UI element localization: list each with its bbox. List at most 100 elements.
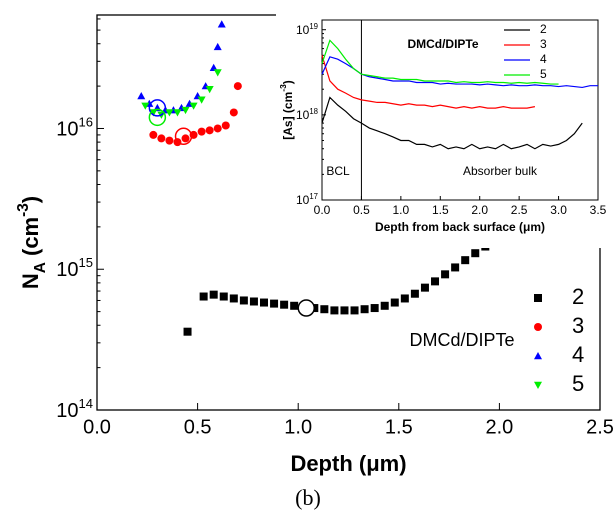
- annotation: DMCd/DIPTe: [407, 37, 478, 51]
- marker: [149, 130, 158, 139]
- y-tick-base: 10: [56, 260, 78, 282]
- marker: [137, 92, 146, 100]
- y-tick-exponent: 15: [79, 255, 93, 270]
- legend-label: 3: [540, 37, 547, 51]
- marker: [451, 263, 460, 272]
- marker: [157, 134, 166, 143]
- plot-frame: [321, 19, 599, 201]
- marker: [239, 296, 248, 305]
- marker: [173, 109, 182, 117]
- marker: [197, 96, 206, 104]
- x-tick-label: 1.5: [385, 416, 413, 438]
- marker: [420, 283, 429, 292]
- y-tick-base: 10: [56, 400, 78, 422]
- x-axis-label: Depth (μm): [290, 451, 406, 476]
- marker: [360, 305, 369, 314]
- marker: [350, 306, 359, 315]
- x-tick-label: 0.5: [353, 203, 370, 217]
- marker: [229, 294, 238, 303]
- marker: [233, 82, 242, 91]
- marker: [280, 300, 289, 309]
- y-tick-exponent: 19: [309, 21, 318, 30]
- legend-label: 4: [572, 342, 584, 367]
- marker: [390, 298, 399, 307]
- x-tick-label: 1.5: [432, 203, 449, 217]
- marker: [213, 69, 222, 77]
- y-axis-label-part: ): [281, 80, 295, 84]
- marker: [217, 20, 226, 28]
- marker: [199, 292, 208, 301]
- marker: [249, 297, 258, 306]
- marker: [213, 124, 222, 133]
- y-axis-label-part: ): [18, 196, 43, 203]
- marker: [410, 289, 419, 298]
- marker: [534, 294, 542, 302]
- marker: [181, 106, 190, 115]
- marker: [219, 292, 228, 301]
- legend-label: 5: [540, 67, 547, 81]
- y-tick-base: 10: [296, 193, 310, 207]
- y-axis-label: [As] (cm-3): [278, 80, 295, 139]
- y-tick-label: 1017: [296, 192, 318, 208]
- marker: [181, 134, 190, 143]
- y-tick-label: 1016: [56, 114, 93, 140]
- x-tick-label: 2.5: [511, 203, 528, 217]
- x-axis-label: Depth from back surface (μm): [375, 220, 545, 234]
- marker: [141, 102, 150, 110]
- highlight-circle: [174, 127, 193, 146]
- caption: (b): [295, 485, 321, 510]
- y-axis-label-part: -3: [15, 203, 32, 217]
- marker: [189, 102, 198, 110]
- x-tick-label: 0.0: [314, 203, 331, 217]
- y-tick-base: 10: [296, 23, 310, 37]
- highlight-circle: [148, 108, 167, 127]
- x-tick-label: 3.0: [550, 203, 567, 217]
- legend-label: 4: [540, 52, 547, 66]
- x-tick-label: 2.0: [485, 416, 513, 438]
- marker: [400, 294, 409, 303]
- series-line: [321, 56, 598, 89]
- y-tick-base: 10: [296, 108, 310, 122]
- marker: [431, 277, 440, 286]
- x-tick-label: 2.5: [586, 416, 614, 438]
- region-label: Absorber bulk: [463, 164, 538, 178]
- y-tick-label: 1019: [296, 21, 318, 37]
- series-line: [321, 39, 559, 85]
- marker: [205, 126, 214, 135]
- x-tick-label: 0.0: [83, 416, 111, 438]
- x-tick-label: 1.0: [284, 416, 312, 438]
- marker: [320, 305, 329, 314]
- marker: [370, 304, 379, 313]
- legend-label: 2: [572, 284, 584, 309]
- marker: [461, 256, 470, 265]
- marker: [441, 270, 450, 279]
- marker: [259, 298, 268, 307]
- y-axis-label-part: N: [18, 273, 43, 289]
- marker: [209, 63, 218, 71]
- highlight-circle: [148, 99, 167, 117]
- marker: [534, 323, 542, 331]
- marker: [213, 42, 222, 51]
- marker: [534, 352, 542, 360]
- marker: [270, 299, 279, 308]
- y-tick-exponent: 14: [79, 396, 93, 411]
- legend-label: 2: [540, 22, 547, 36]
- legend-label: 3: [572, 313, 584, 338]
- y-axis-label: NA (cm-3): [15, 196, 49, 289]
- x-tick-label: 3.5: [590, 203, 607, 217]
- y-tick-exponent: 18: [309, 107, 318, 116]
- annotation: DMCd/DIPTe: [409, 330, 514, 350]
- y-axis-label-part: A: [32, 262, 49, 273]
- y-axis-label-part: -3: [278, 84, 288, 92]
- y-tick-base: 10: [56, 119, 78, 141]
- x-tick-label: 2.0: [471, 203, 488, 217]
- y-tick-exponent: 17: [309, 192, 318, 201]
- marker: [165, 109, 174, 117]
- y-tick-exponent: 16: [79, 114, 93, 129]
- x-tick-label: 1.0: [393, 203, 410, 217]
- legend-label: 5: [572, 371, 584, 396]
- marker: [221, 121, 230, 130]
- marker: [209, 290, 218, 299]
- marker: [165, 136, 174, 145]
